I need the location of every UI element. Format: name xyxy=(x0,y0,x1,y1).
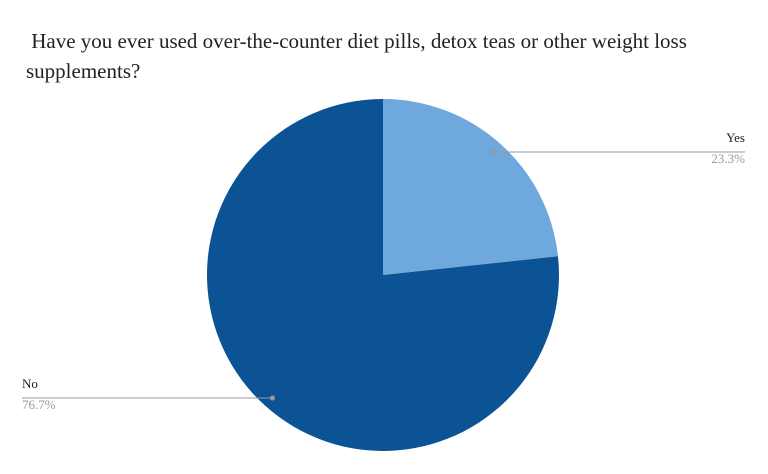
legend-label: Yes xyxy=(726,130,745,145)
pie-slice xyxy=(207,99,559,451)
chart-title: Have you ever used over-the-counter diet… xyxy=(26,29,693,83)
legend-label: No xyxy=(22,376,38,391)
leader-dot xyxy=(491,149,497,155)
pie-slice xyxy=(383,99,558,275)
value-label: 76.7% xyxy=(22,397,56,412)
leader-dot xyxy=(269,395,275,401)
value-label: 23.3% xyxy=(711,151,745,166)
